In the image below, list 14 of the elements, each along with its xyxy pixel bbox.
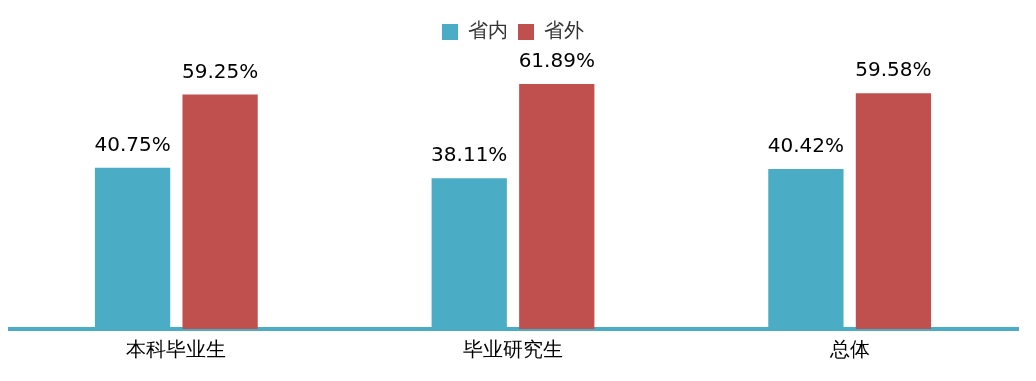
data-label: 61.89% (518, 48, 595, 73)
x-tick-label: 毕业研究生 (463, 337, 563, 362)
data-label: 40.75% (94, 131, 171, 156)
x-tick-label: 本科毕业生 (126, 337, 227, 362)
bar (855, 93, 932, 329)
legend-label: 省内 (468, 18, 508, 43)
data-label: 40.42% (767, 133, 845, 158)
data-label: 59.25% (181, 58, 259, 83)
data-label: 38.11% (431, 142, 508, 167)
x-tick-label: 总体 (828, 337, 870, 362)
bar (182, 94, 258, 329)
legend-label: 省外 (544, 18, 584, 43)
bar (519, 84, 595, 329)
data-label: 59.58% (855, 57, 932, 82)
